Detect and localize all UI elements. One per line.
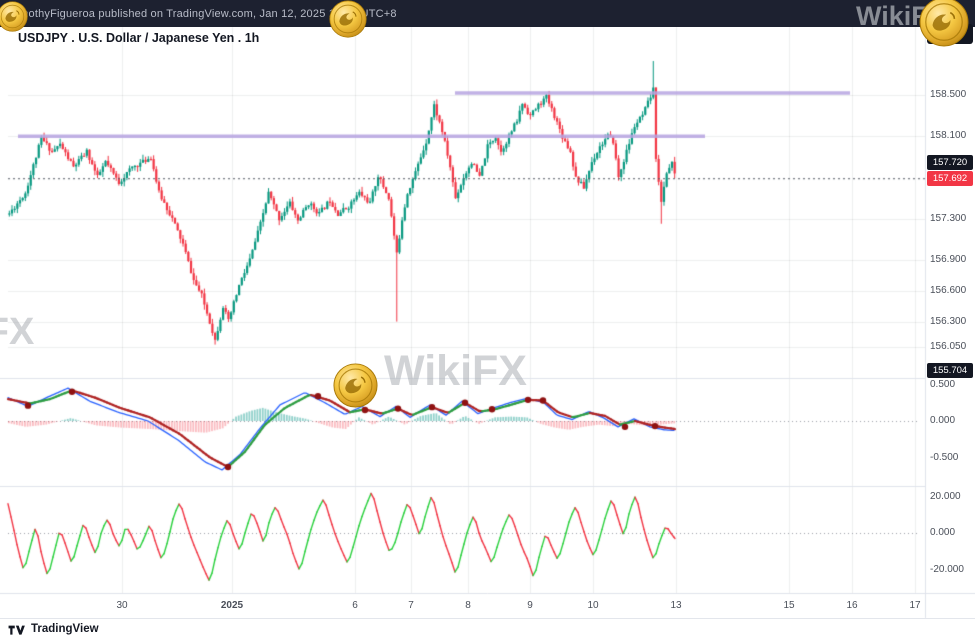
axis-tick-label: 0.500: [930, 378, 956, 390]
axis-tick-label: 156.900: [930, 253, 967, 265]
tradingview-logo-text[interactable]: TradingView: [31, 623, 99, 635]
publish-attribution[interactable]: TimothyFigueroa published on TradingView…: [10, 7, 397, 20]
wikifx-coin-logo-icon: [329, 0, 367, 38]
axis-tick-label: -20.000: [930, 563, 964, 575]
header-bar: TimothyFigueroa published on TradingView…: [0, 0, 975, 27]
symbol-title[interactable]: USDJPY . U.S. Dollar / Japanese Yen . 1h: [18, 31, 260, 45]
oscillator-axis: 20.000 0.000 -20.000: [930, 0, 975, 639]
axis-tick-label: 6: [352, 600, 358, 611]
axis-tick-label: 17: [909, 600, 921, 611]
wikifx-coin-logo-icon: [333, 363, 378, 408]
axis-tick-label: 156.050: [930, 341, 967, 353]
axis-tick-label: 2025: [220, 600, 244, 611]
axis-tick-label: 158.100: [930, 130, 967, 142]
wikifx-watermark-text: WikiFX: [384, 347, 527, 395]
axis-tick-label: 157.300: [930, 212, 967, 224]
axis-tick-label: 30: [116, 600, 128, 611]
axis-tick-label: 9: [527, 600, 533, 611]
footer-bar: TradingView: [0, 618, 975, 639]
axis-tick-label: -0.500: [930, 451, 959, 463]
current-price-badge: 157.692: [927, 171, 973, 186]
axis-tick-label: 8: [465, 600, 471, 611]
wikifx-watermark-text: WikiFX: [0, 311, 35, 353]
axis-tick-label: 156.300: [930, 315, 967, 327]
axis-tick-label: 156.600: [930, 284, 967, 296]
axis-tick-label: 7: [408, 600, 414, 611]
axis-tick-label: 16: [846, 600, 858, 611]
axis-tick-label: 15: [783, 600, 795, 611]
axis-tick-label: 158.500: [930, 89, 967, 100]
axis-tick-label: 10: [587, 600, 599, 611]
macd-axis: 0.500 0.000 -0.500: [930, 0, 975, 639]
axis-tick-label: 0.000: [930, 527, 956, 538]
axis-tick-label: 13: [670, 600, 682, 611]
wikifx-coin-logo-icon: [919, 0, 969, 47]
bottom-price-badge: 155.704: [927, 363, 973, 378]
tradingview-logo-icon: [8, 625, 25, 635]
axis-tick-label: 0.000: [930, 415, 956, 426]
wikifx-coin-logo-icon: [0, 1, 28, 32]
price-axis[interactable]: 158.500 158.100 157.300 156.900 156.600 156.3…: [930, 0, 975, 639]
axis-tick-label: 20.000: [930, 490, 961, 502]
last-price-badge: 157.720: [927, 155, 973, 170]
